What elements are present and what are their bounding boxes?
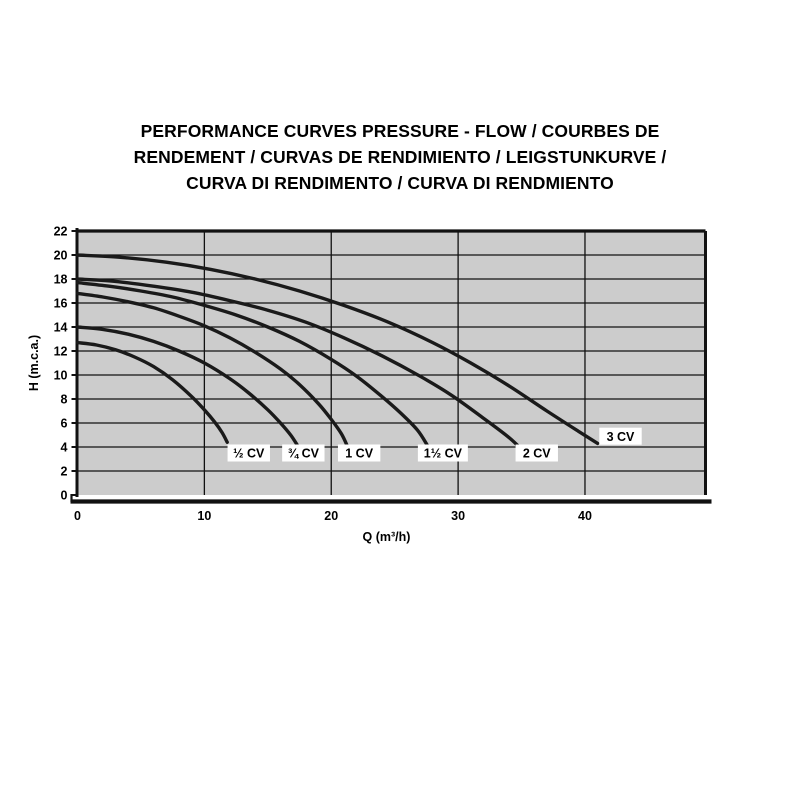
chart-title-line-3: CURVA DI RENDIMENTO / CURVA DI RENDMIENT… [186,173,614,193]
curve-label: 2 CV [523,447,551,461]
x-tick-label: 20 [324,509,338,523]
curve-label-box [417,444,468,462]
plot-background [77,231,706,495]
y-tick-label: 8 [61,392,68,406]
y-tick-label: 14 [54,320,68,334]
chart-title: PERFORMANCE CURVES PRESSURE - FLOW / COU… [60,118,740,196]
y-tick-label: 20 [54,248,68,262]
performance-curve [75,325,299,447]
y-tick-label: 12 [54,344,68,358]
curve-label-box [599,427,642,445]
x-axis-label: Q (m³/h) [363,530,411,544]
y-tick-label: 16 [54,296,68,310]
curve-label-box [515,444,558,462]
performance-curve [75,291,350,449]
performance-curve [75,280,430,448]
y-axis-label: H (m.c.a.) [27,335,41,391]
curve-label: 1½ CV [424,447,463,461]
y-tick-label: 22 [54,224,68,238]
x-tick-label: 10 [197,509,211,523]
y-tick-label: 6 [61,416,68,430]
performance-curve [75,277,526,454]
chart-title-line-2: RENDEMENT / CURVAS DE RENDIMIENTO / LEIG… [133,147,667,167]
x-tick-label: 30 [451,509,465,523]
curve-label-box [282,444,325,462]
x-tick-label: 0 [74,509,81,523]
chart-title-line-1: PERFORMANCE CURVES PRESSURE - FLOW / COU… [140,121,660,141]
curve-label: 3 CV [607,430,635,444]
y-tick-label: 2 [61,464,68,478]
curve-label-box [337,444,381,462]
y-tick-label: 4 [61,440,68,454]
curve-label-box [227,444,270,462]
curve-label: ¾ CV [288,447,320,461]
performance-curve [75,253,600,446]
curve-label: ½ CV [233,447,265,461]
x-tick-label: 40 [578,509,592,523]
curve-label: 1 CV [345,447,373,461]
y-tick-label: 0 [61,488,68,502]
performance-curve [75,340,229,444]
y-tick-label: 18 [54,272,68,286]
y-tick-label: 10 [54,368,68,382]
